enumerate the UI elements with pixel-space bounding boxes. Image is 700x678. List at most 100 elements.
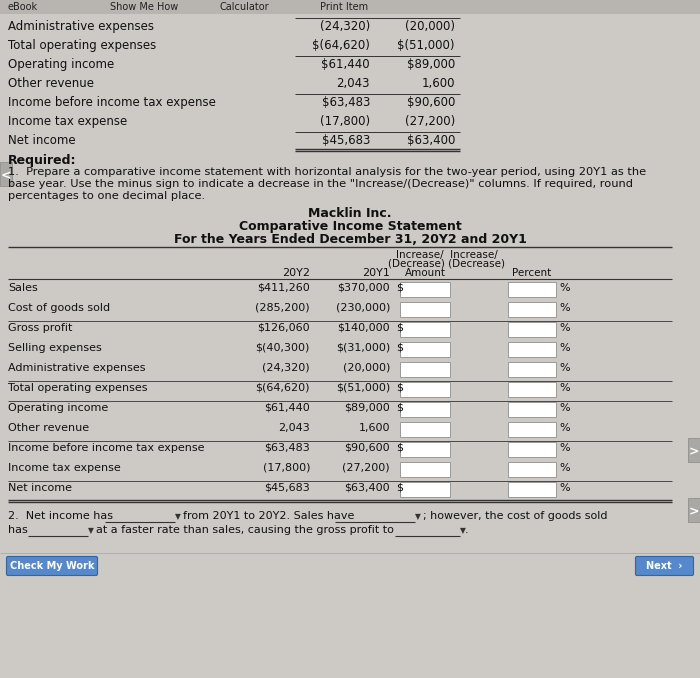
Text: %: % <box>559 283 570 293</box>
Bar <box>400 382 450 397</box>
Text: %: % <box>559 363 570 373</box>
Text: Income before income tax expense: Income before income tax expense <box>8 443 204 453</box>
Bar <box>508 342 556 357</box>
Text: $(51,000): $(51,000) <box>398 39 455 52</box>
Bar <box>400 322 450 337</box>
Bar <box>400 402 450 417</box>
Text: ▼: ▼ <box>88 526 94 535</box>
Text: Next  ›: Next › <box>646 561 682 571</box>
Text: 1.  Prepare a comparative income statement with horizontal analysis for the two-: 1. Prepare a comparative income statemen… <box>8 167 646 177</box>
Text: $45,683: $45,683 <box>265 483 310 493</box>
Text: (17,800): (17,800) <box>320 115 370 128</box>
Text: $140,000: $140,000 <box>337 323 390 333</box>
Text: Income tax expense: Income tax expense <box>8 463 120 473</box>
Text: $63,400: $63,400 <box>344 483 390 493</box>
Text: $(64,620): $(64,620) <box>256 383 310 393</box>
Bar <box>400 442 450 457</box>
Text: 2.  Net income has: 2. Net income has <box>8 511 113 521</box>
Text: Print Item: Print Item <box>320 2 368 12</box>
Bar <box>508 422 556 437</box>
Text: Net income: Net income <box>8 483 72 493</box>
Text: %: % <box>559 463 570 473</box>
Text: %: % <box>559 383 570 393</box>
Bar <box>508 482 556 497</box>
Bar <box>508 282 556 297</box>
Text: has: has <box>8 525 28 535</box>
Text: .: . <box>465 525 468 535</box>
Text: $: $ <box>396 343 403 353</box>
Text: $: $ <box>396 483 403 493</box>
Bar <box>400 302 450 317</box>
Text: $90,600: $90,600 <box>344 443 390 453</box>
Text: (24,320): (24,320) <box>262 363 310 373</box>
Text: $90,600: $90,600 <box>407 96 455 109</box>
Text: percentages to one decimal place.: percentages to one decimal place. <box>8 191 205 201</box>
Text: Amount: Amount <box>405 268 445 278</box>
Text: $: $ <box>396 383 403 393</box>
Text: Administrative expenses: Administrative expenses <box>8 363 146 373</box>
Text: $61,440: $61,440 <box>265 403 310 413</box>
Text: 1,600: 1,600 <box>358 423 390 433</box>
Text: Net income: Net income <box>8 134 76 147</box>
Text: ; however, the cost of goods sold: ; however, the cost of goods sold <box>423 511 608 521</box>
Bar <box>508 362 556 377</box>
Text: Required:: Required: <box>8 154 76 167</box>
Text: >: > <box>689 445 699 458</box>
Text: (27,200): (27,200) <box>342 463 390 473</box>
Text: $: $ <box>396 403 403 413</box>
Text: Total operating expenses: Total operating expenses <box>8 383 148 393</box>
Text: (27,200): (27,200) <box>405 115 455 128</box>
Text: %: % <box>559 403 570 413</box>
Text: ▼: ▼ <box>175 512 181 521</box>
Bar <box>400 462 450 477</box>
Text: $: $ <box>396 283 403 293</box>
Text: 20Y2: 20Y2 <box>282 268 310 278</box>
Text: Cost of goods sold: Cost of goods sold <box>8 303 110 313</box>
Text: Macklin Inc.: Macklin Inc. <box>308 207 392 220</box>
Text: Gross profit: Gross profit <box>8 323 72 333</box>
Bar <box>688 438 700 462</box>
Text: Calculator: Calculator <box>220 2 270 12</box>
Text: base year. Use the minus sign to indicate a decrease in the "Increase/(Decrease): base year. Use the minus sign to indicat… <box>8 179 633 189</box>
Text: Selling expenses: Selling expenses <box>8 343 101 353</box>
Text: %: % <box>559 303 570 313</box>
FancyBboxPatch shape <box>6 557 97 576</box>
Text: For the Years Ended December 31, 20Y2 and 20Y1: For the Years Ended December 31, 20Y2 an… <box>174 233 526 246</box>
Text: $126,060: $126,060 <box>258 323 310 333</box>
Text: $(51,000): $(51,000) <box>336 383 390 393</box>
Bar <box>508 382 556 397</box>
Text: $411,260: $411,260 <box>258 283 310 293</box>
Text: $(64,620): $(64,620) <box>312 39 370 52</box>
Text: <: < <box>1 169 11 182</box>
Text: Other revenue: Other revenue <box>8 423 89 433</box>
Text: $: $ <box>396 323 403 333</box>
Text: Total operating expenses: Total operating expenses <box>8 39 156 52</box>
Bar <box>508 462 556 477</box>
Text: Percent: Percent <box>512 268 552 278</box>
Text: Check My Work: Check My Work <box>10 561 94 571</box>
Text: Income before income tax expense: Income before income tax expense <box>8 96 216 109</box>
Text: $61,440: $61,440 <box>321 58 370 71</box>
Text: Operating income: Operating income <box>8 58 114 71</box>
Text: Administrative expenses: Administrative expenses <box>8 20 154 33</box>
Text: %: % <box>559 423 570 433</box>
Text: 1,600: 1,600 <box>421 77 455 90</box>
Bar <box>508 402 556 417</box>
Text: $63,483: $63,483 <box>321 96 370 109</box>
Text: Increase/  Increase/: Increase/ Increase/ <box>396 250 498 260</box>
Bar <box>508 302 556 317</box>
Text: %: % <box>559 443 570 453</box>
Text: $89,000: $89,000 <box>344 403 390 413</box>
Text: $89,000: $89,000 <box>407 58 455 71</box>
Bar <box>400 342 450 357</box>
Text: (285,200): (285,200) <box>256 303 310 313</box>
Text: %: % <box>559 323 570 333</box>
Bar <box>400 282 450 297</box>
Text: $(31,000): $(31,000) <box>336 343 390 353</box>
Text: 20Y1: 20Y1 <box>362 268 390 278</box>
FancyBboxPatch shape <box>636 557 694 576</box>
Text: $63,400: $63,400 <box>407 134 455 147</box>
Text: (20,000): (20,000) <box>405 20 455 33</box>
Text: >: > <box>689 505 699 518</box>
Text: Show Me How: Show Me How <box>110 2 178 12</box>
